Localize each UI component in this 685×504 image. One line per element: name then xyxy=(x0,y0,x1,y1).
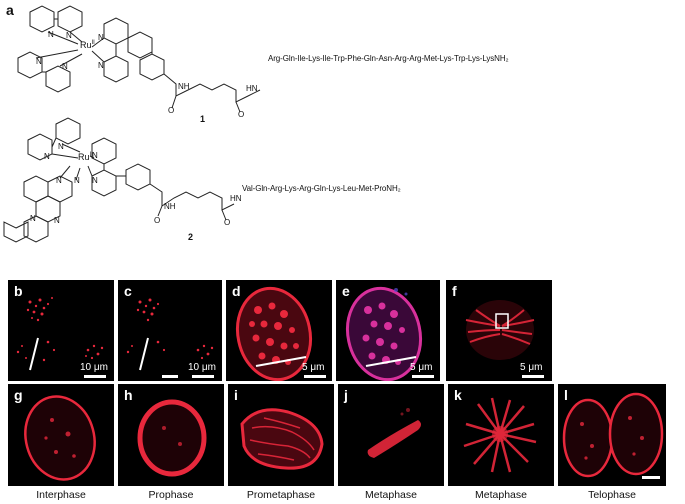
scale-bar-b xyxy=(84,375,106,378)
chemical-structures xyxy=(3,5,261,243)
caption-telophase: Telophase xyxy=(588,489,636,501)
caption-interphase: Interphase xyxy=(36,489,86,501)
n-atom-label: N xyxy=(98,33,104,42)
compound-2-skeleton xyxy=(3,117,235,243)
micrograph-d-image xyxy=(236,286,312,381)
micrograph-i: i xyxy=(228,384,334,486)
scale-bar-d xyxy=(304,375,326,378)
n-atom-label: N xyxy=(56,176,62,185)
n-atom-label: N xyxy=(62,62,68,71)
micrograph-e: e 5 μm xyxy=(336,280,440,381)
caption-prometaphase: Prometaphase xyxy=(246,489,316,501)
ru-center-2: RuII xyxy=(78,152,93,162)
o-atom-label: O xyxy=(168,106,175,115)
scale-bar-c xyxy=(192,375,214,378)
o-atom-label: O xyxy=(224,218,231,227)
scale-bar-l xyxy=(642,476,660,479)
nh-atom-label: NH xyxy=(164,202,176,211)
panel-label-d: d xyxy=(232,283,241,299)
micrograph-e-image xyxy=(346,286,422,381)
compound-number-2: 2 xyxy=(188,232,194,242)
n-atom-label: N xyxy=(54,216,60,225)
scale-label-b: 10 μm xyxy=(80,362,108,373)
n-atom-label: N xyxy=(92,176,98,185)
panel-label-e: e xyxy=(342,283,350,299)
n-atom-label: N xyxy=(74,176,80,185)
panel-label-a: a xyxy=(6,2,14,18)
panel-label-i: i xyxy=(234,387,238,403)
scale-label-e: 5 μm xyxy=(410,362,433,373)
panel-label-f: f xyxy=(452,283,457,299)
micrograph-d: d 5 μm xyxy=(226,280,332,381)
panel-label-h: h xyxy=(124,387,133,403)
micrograph-c-image xyxy=(126,298,214,371)
micrograph-f: f 5 μm xyxy=(446,280,552,381)
micrograph-g-image xyxy=(24,395,96,481)
caption-metaphase-1: Metaphase xyxy=(365,489,417,501)
micrograph-c: c 10 μm xyxy=(118,280,222,381)
micrograph-j-image xyxy=(367,408,421,458)
scale-bar-e xyxy=(412,375,434,378)
caption-prophase: Prophase xyxy=(148,489,194,501)
o-atom-label: O xyxy=(154,216,161,225)
panel-label-k: k xyxy=(454,387,462,403)
n-atom-label: N xyxy=(30,214,36,223)
micrograph-b-image xyxy=(16,297,104,371)
panel-label-c: c xyxy=(124,283,132,299)
ru-center-1: RuII xyxy=(80,40,95,50)
n-atom-label: N xyxy=(66,31,72,40)
peptide-sequence-2: Val-Gln-Arg-Lys-Arg-Gln-Lys-Leu-Met-ProN… xyxy=(242,184,401,193)
compound-number-1: 1 xyxy=(200,114,206,124)
caption-metaphase-2: Metaphase xyxy=(475,489,527,501)
peptide-sequence-1: Arg-Gln-Ile-Lys-Ile-Trp-Phe-Gln-Asn-Arg-… xyxy=(268,54,509,63)
micrograph-g: g xyxy=(8,384,114,486)
n-atom-label: N xyxy=(92,151,98,160)
micrograph-i-image xyxy=(240,408,324,470)
o-atom-label: O xyxy=(238,110,245,119)
micrograph-k-image xyxy=(463,397,537,473)
hn-atom-label: HN xyxy=(246,84,258,93)
scale-label-f: 5 μm xyxy=(520,362,543,373)
micrograph-h-image xyxy=(137,399,207,477)
panel-label-g: g xyxy=(14,387,23,403)
micrograph-h: h xyxy=(118,384,224,486)
scale-label-d: 5 μm xyxy=(302,362,325,373)
n-atom-label: N xyxy=(48,30,54,39)
panel-label-b: b xyxy=(14,283,23,299)
n-atom-label: N xyxy=(44,152,50,161)
micrograph-l: l xyxy=(558,384,666,486)
scale-label-c: 10 μm xyxy=(188,362,216,373)
micrograph-k: k xyxy=(448,384,554,486)
panel-label-j: j xyxy=(344,387,348,403)
micrograph-j: j xyxy=(338,384,444,486)
micrograph-f-image xyxy=(465,300,535,360)
compound-1-skeleton xyxy=(17,5,261,113)
scale-bar-c-left xyxy=(162,375,178,378)
micrograph-l-image xyxy=(562,392,664,478)
n-atom-label: N xyxy=(58,142,64,151)
panel-label-l: l xyxy=(564,387,568,403)
hn-atom-label: HN xyxy=(230,194,242,203)
scale-bar-f xyxy=(522,375,544,378)
n-atom-label: N xyxy=(36,57,42,66)
nh-atom-label: NH xyxy=(178,82,190,91)
n-atom-label: N xyxy=(98,61,104,70)
micrograph-b: b 10 μm xyxy=(8,280,114,381)
